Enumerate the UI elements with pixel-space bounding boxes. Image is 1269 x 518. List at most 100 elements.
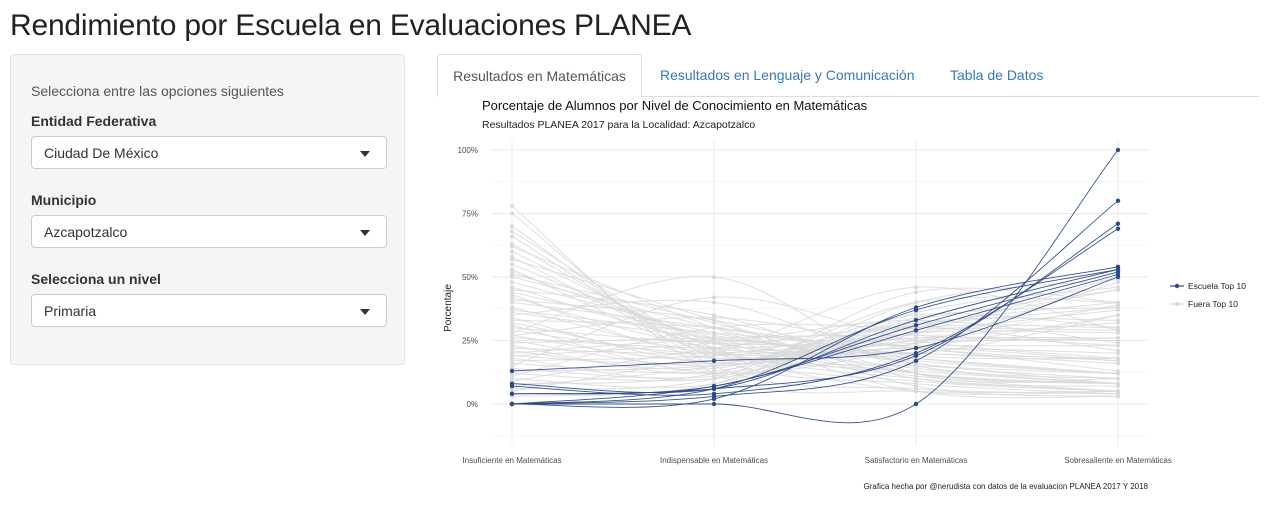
data-point-top10 <box>913 358 919 364</box>
y-tick-label: 0% <box>466 400 478 409</box>
legend-swatch-point <box>1174 301 1180 307</box>
x-tick-label: Sobresaliente en Matemáticas <box>1064 456 1172 465</box>
entidad-label: Entidad Federativa <box>31 113 157 129</box>
data-point-other <box>1116 389 1120 394</box>
data-point-other <box>1116 305 1120 310</box>
data-point-other <box>712 341 716 346</box>
data-point-top10 <box>1115 226 1121 231</box>
y-axis-label: Porcentaje <box>443 284 454 332</box>
data-point-top10 <box>711 384 717 389</box>
series-line-other <box>511 316 1119 362</box>
entidad-select[interactable]: Ciudad De México <box>31 136 387 169</box>
municipio-select-value: Azcapotzalco <box>44 224 128 240</box>
data-point-other <box>510 272 514 277</box>
data-point-other <box>712 363 716 368</box>
series-line-other <box>511 296 1119 385</box>
data-point-other <box>510 267 514 272</box>
series-line-other <box>511 307 1119 382</box>
data-point-other <box>712 351 716 356</box>
data-point-other <box>914 341 918 346</box>
data-point-other <box>712 346 716 351</box>
data-point-top10 <box>509 368 515 374</box>
data-point-other <box>914 376 918 381</box>
series-line-other <box>511 319 1119 357</box>
series-line-other <box>511 225 1119 395</box>
data-point-other <box>712 376 716 381</box>
chart-area: Porcentaje de Alumnos por Nivel de Conoc… <box>443 98 1246 491</box>
series-line-top10 <box>511 200 1119 405</box>
municipio-select[interactable]: Azcapotzalco <box>31 215 387 248</box>
data-point-other <box>510 203 514 208</box>
series-line-other <box>511 268 1119 374</box>
data-point-other <box>510 318 514 323</box>
data-point-other <box>914 389 918 394</box>
data-point-other <box>914 371 918 376</box>
data-point-other <box>510 374 514 379</box>
tab-matematicas[interactable]: Resultados en Matemáticas <box>437 54 642 97</box>
series-line-other <box>511 235 1119 392</box>
data-point-top10 <box>711 401 717 407</box>
data-point-other <box>510 287 514 292</box>
data-point-other <box>510 257 514 262</box>
x-tick-label: Insuficiente en Matemáticas <box>462 456 561 465</box>
data-point-other <box>712 371 716 376</box>
y-tick-label: 75% <box>462 210 478 219</box>
data-point-other <box>914 300 918 305</box>
data-point-other <box>914 285 918 290</box>
x-tick-labels: Insuficiente en Matemáticas Indispensable… <box>462 456 1171 465</box>
series-line-top10 <box>511 149 1119 424</box>
municipio-label: Municipio <box>31 192 97 208</box>
x-tick-label: Indispensable en Matemáticas <box>660 456 768 465</box>
data-point-top10 <box>913 317 919 323</box>
series-line-other <box>511 263 1119 385</box>
entidad-select-value: Ciudad De México <box>44 145 159 161</box>
series-line-other <box>511 289 1119 379</box>
data-point-other <box>712 315 716 320</box>
series-line-other <box>511 287 1119 390</box>
data-point-top10 <box>711 391 717 397</box>
series-line-top10 <box>511 268 1119 405</box>
data-point-other <box>712 275 716 279</box>
series-line-top10 <box>511 228 1119 396</box>
data-point-other <box>510 211 514 216</box>
app-title: Rendimiento por Escuela en Evaluaciones … <box>10 9 692 42</box>
data-point-other <box>510 323 514 328</box>
data-point-top10 <box>1115 274 1121 280</box>
tab-lenguaje[interactable]: Resultados en Lenguaje y Comunicación <box>660 67 915 83</box>
data-point-other <box>1116 394 1120 399</box>
data-point-other <box>1116 320 1120 325</box>
data-point-other <box>510 224 514 229</box>
tab-tabla-datos[interactable]: Tabla de Datos <box>950 67 1044 83</box>
data-point-top10 <box>1115 198 1121 203</box>
series-line-other <box>511 323 1119 377</box>
data-point-top10 <box>711 396 717 402</box>
legend-label: Escuela Top 10 <box>1188 281 1246 291</box>
y-tick-label: 100% <box>458 146 478 155</box>
series-line-top10 <box>511 274 1119 405</box>
nivel-select[interactable]: Primaria <box>31 294 387 327</box>
series-line-other <box>511 319 1119 360</box>
caret-down-icon <box>360 230 370 236</box>
data-point-other <box>510 234 514 239</box>
tab-bar: Resultados en Matemáticas Resultados en … <box>437 54 1259 97</box>
series-line-other <box>511 289 1119 387</box>
data-point-other <box>510 280 514 285</box>
sidebar-hint: Selecciona entre las opciones siguientes <box>31 83 284 99</box>
legend-swatch-point <box>1174 283 1180 289</box>
data-point-other <box>1116 384 1120 389</box>
y-tick-labels: 0% 25% 50% 75% 100% <box>458 146 478 409</box>
series-line-other <box>511 286 1119 392</box>
caret-down-icon <box>360 151 370 157</box>
series-line-top10 <box>511 276 1119 372</box>
series-line-other <box>511 273 1119 387</box>
series-line-top10 <box>511 266 1119 408</box>
data-point-other <box>914 384 918 389</box>
series-fuera-top10 <box>510 203 1120 399</box>
series-line-other <box>511 243 1119 392</box>
x-tick-label: Satisfactorio en Matemáticas <box>865 456 968 465</box>
data-point-other <box>1116 335 1120 340</box>
data-point-top10 <box>913 328 919 333</box>
data-point-top10 <box>913 345 919 351</box>
series-escuela-top10 <box>509 147 1121 424</box>
data-point-top10 <box>913 307 919 313</box>
